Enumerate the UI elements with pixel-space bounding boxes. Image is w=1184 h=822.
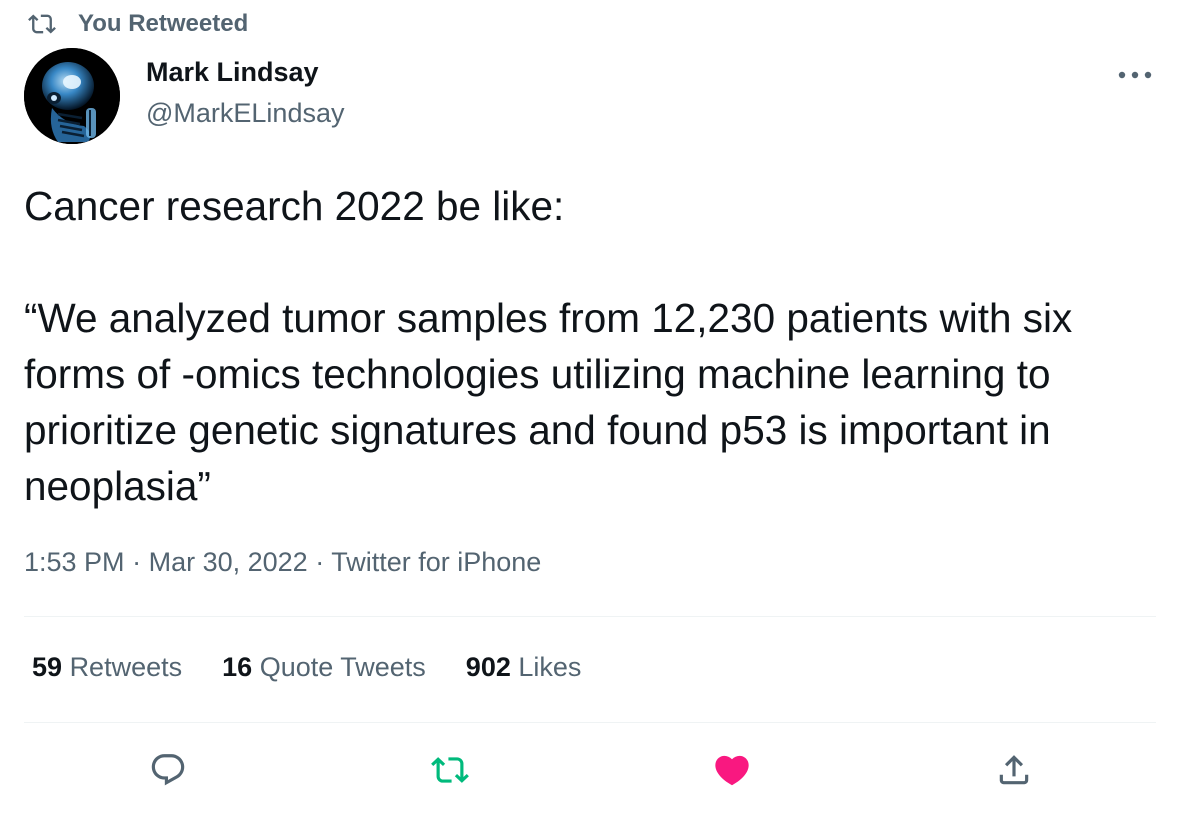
retweet-icon (429, 751, 471, 794)
heart-icon (712, 750, 752, 795)
tweet-meta: 1:53 PM · Mar 30, 2022 · Twitter for iPh… (24, 547, 541, 578)
like-button[interactable] (708, 748, 756, 796)
more-options-button[interactable] (1110, 58, 1160, 92)
tweet-time[interactable]: 1:53 PM (24, 547, 125, 577)
retweet-icon (26, 10, 58, 38)
tweet-paragraph: “We analyzed tumor samples from 12,230 p… (24, 295, 1084, 509)
tweet-stats: 59 Retweets 16 Quote Tweets 902 Likes (32, 652, 621, 683)
quote-tweets-label: Quote Tweets (259, 652, 426, 682)
divider (24, 616, 1156, 617)
likes-count: 902 (465, 652, 511, 682)
tweet-paragraph: Cancer research 2022 be like: (24, 183, 565, 229)
meta-separator: · (315, 547, 325, 577)
share-button[interactable] (990, 748, 1038, 796)
reply-icon (149, 751, 187, 794)
retweet-button[interactable] (426, 748, 474, 796)
retweets-label: Retweets (69, 652, 183, 682)
tweet-text: Cancer research 2022 be like: “We analyze… (24, 178, 1164, 514)
meta-separator: · (132, 547, 142, 577)
avatar[interactable] (24, 48, 120, 144)
quote-tweets-stat[interactable]: 16 Quote Tweets (222, 652, 426, 683)
divider (24, 722, 1156, 723)
author-display-name[interactable]: Mark Lindsay (146, 57, 319, 87)
likes-label: Likes (518, 652, 582, 682)
tweet-date[interactable]: Mar 30, 2022 (148, 547, 308, 577)
tweet-source[interactable]: Twitter for iPhone (331, 547, 542, 577)
retweets-count: 59 (32, 652, 63, 682)
reply-button[interactable] (144, 748, 192, 796)
likes-stat[interactable]: 902 Likes (466, 652, 582, 683)
retweet-context-label[interactable]: You Retweeted (78, 10, 249, 37)
author-handle[interactable]: @MarkELindsay (146, 98, 345, 128)
share-icon (995, 751, 1033, 794)
retweet-context: You Retweeted (26, 9, 248, 39)
more-icon (1118, 66, 1152, 84)
quote-tweets-count: 16 (222, 652, 253, 682)
retweets-stat[interactable]: 59 Retweets (32, 652, 182, 683)
